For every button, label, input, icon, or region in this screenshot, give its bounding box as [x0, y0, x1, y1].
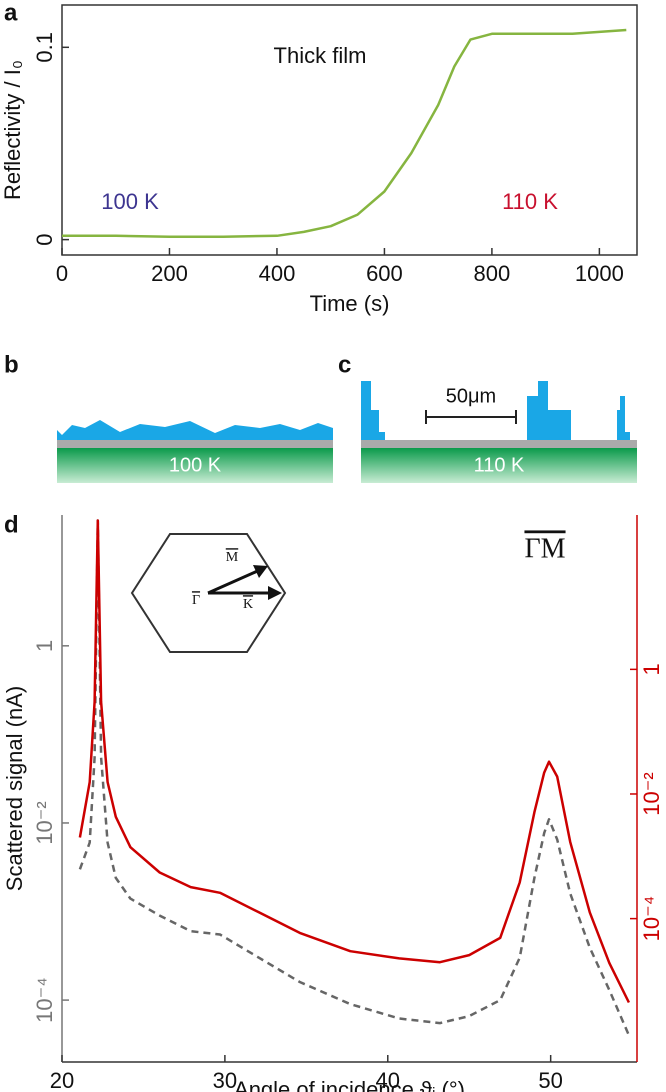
- panel-label: d: [4, 511, 19, 538]
- y-tick-label: 0: [32, 233, 57, 245]
- y2-tick-label: 1: [639, 663, 664, 675]
- y-tick-label: 1: [32, 640, 57, 652]
- x-tick-label: 40: [376, 1068, 400, 1092]
- scale-label: 50μm: [446, 385, 496, 407]
- annotation: Thick film: [274, 43, 367, 68]
- x-tick-label: 20: [50, 1068, 74, 1092]
- arrowhead: [253, 565, 268, 578]
- chart-title: ΓM: [524, 533, 565, 564]
- arrow: [207, 567, 263, 595]
- panel-label: b: [4, 351, 19, 378]
- substrate: [361, 448, 637, 483]
- diagram-b: 100 K: [57, 420, 333, 483]
- temp-label: 100 K: [169, 454, 222, 476]
- y-tick-label: 10⁻²: [32, 801, 57, 844]
- island: [617, 396, 630, 440]
- y-tick-label: 0.1: [32, 32, 57, 63]
- panel-label: c: [338, 351, 351, 378]
- temp-label: 110 K: [474, 454, 525, 476]
- x-tick-label: 1000: [575, 261, 624, 286]
- data-line: [78, 519, 631, 1036]
- diagram-c: 110 K 50μm: [361, 381, 637, 483]
- x-tick-label: 800: [474, 261, 511, 286]
- substrate-top: [361, 440, 637, 448]
- island: [361, 381, 385, 440]
- arrowhead: [268, 586, 282, 600]
- y-tick-label: 10⁻⁴: [32, 977, 57, 1023]
- inset-label: Γ: [192, 593, 200, 608]
- x-tick-label: 30: [213, 1068, 237, 1092]
- substrate-top: [57, 440, 333, 448]
- inset-label: K: [243, 597, 253, 612]
- y-axis-label: Reflectivity / I₀: [0, 60, 25, 200]
- x-tick-label: 400: [259, 261, 296, 286]
- x-tick-label: 600: [366, 261, 403, 286]
- inset: M Γ K: [130, 533, 287, 653]
- annotation: 110 K: [502, 189, 558, 214]
- y-axis-label: Scattered signal (nA): [2, 686, 27, 891]
- substrate: [57, 448, 333, 483]
- island: [527, 381, 571, 440]
- data-line: [62, 28, 627, 238]
- x-tick-label: 0: [56, 261, 68, 286]
- x-axis-label: Time (s): [310, 291, 390, 316]
- x-tick-label: 50: [538, 1068, 562, 1092]
- film: [57, 420, 333, 440]
- annotation: 100 K: [101, 189, 159, 214]
- plot-frame: [61, 4, 638, 256]
- brillouin-zone: [130, 533, 287, 653]
- data-line: [78, 519, 631, 1004]
- panel-label: a: [4, 0, 18, 26]
- inset-label: M: [226, 550, 239, 565]
- y2-tick-label: 10⁻⁴: [639, 896, 664, 942]
- x-axis-label: Angle of incidence ϑᵢ (°): [234, 1077, 465, 1092]
- x-tick-label: 200: [151, 261, 188, 286]
- y2-tick-label: 10⁻²: [639, 772, 664, 815]
